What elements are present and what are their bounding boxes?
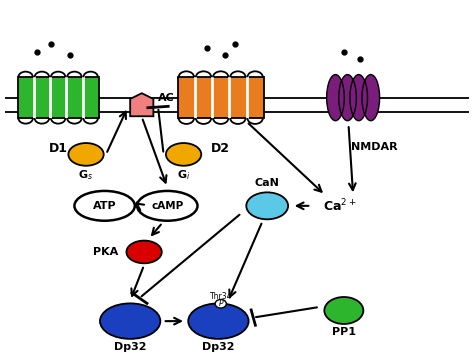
- Text: NMDAR: NMDAR: [351, 142, 397, 152]
- Text: CaN: CaN: [255, 178, 280, 188]
- Text: ATP: ATP: [93, 201, 117, 211]
- Ellipse shape: [215, 299, 226, 308]
- Ellipse shape: [339, 75, 356, 121]
- Ellipse shape: [246, 192, 288, 219]
- Ellipse shape: [166, 143, 201, 166]
- Ellipse shape: [327, 75, 344, 121]
- Ellipse shape: [100, 303, 160, 339]
- Ellipse shape: [350, 75, 367, 121]
- Ellipse shape: [127, 241, 162, 263]
- Text: PP1: PP1: [332, 327, 356, 337]
- Ellipse shape: [362, 75, 380, 121]
- Text: Dp32: Dp32: [202, 342, 235, 353]
- Text: Thr34: Thr34: [210, 292, 232, 301]
- Text: AC: AC: [158, 93, 175, 103]
- Polygon shape: [130, 93, 154, 116]
- Text: Dp32: Dp32: [114, 342, 146, 353]
- Text: Ca$^{2+}$: Ca$^{2+}$: [322, 198, 356, 214]
- Text: PKA: PKA: [93, 247, 118, 257]
- Ellipse shape: [68, 143, 104, 166]
- FancyBboxPatch shape: [18, 77, 99, 118]
- FancyBboxPatch shape: [178, 77, 264, 118]
- Text: cAMP: cAMP: [151, 201, 183, 211]
- Ellipse shape: [324, 297, 364, 324]
- Ellipse shape: [137, 191, 198, 221]
- Text: D1: D1: [49, 142, 68, 155]
- Text: G$_i$: G$_i$: [177, 169, 190, 182]
- Ellipse shape: [188, 303, 249, 339]
- Text: G$_s$: G$_s$: [79, 169, 93, 182]
- Text: P: P: [219, 299, 223, 308]
- Ellipse shape: [74, 191, 135, 221]
- Text: D2: D2: [211, 142, 230, 155]
